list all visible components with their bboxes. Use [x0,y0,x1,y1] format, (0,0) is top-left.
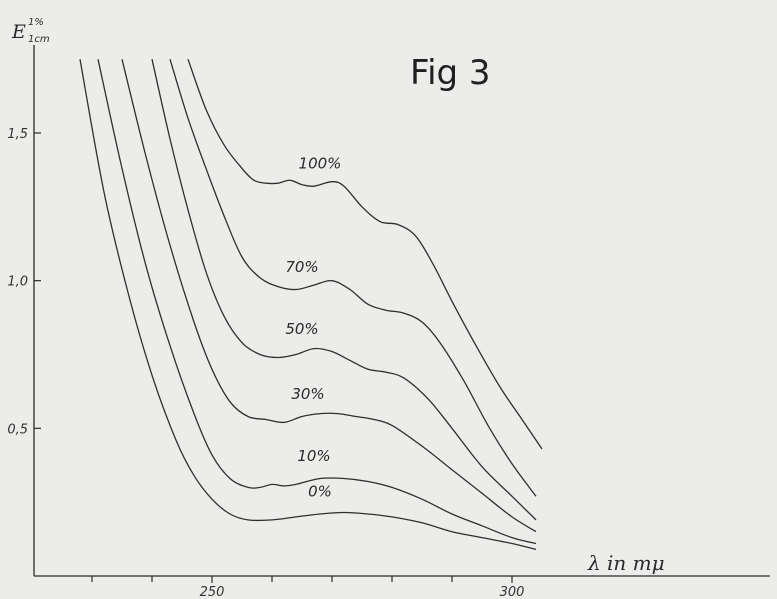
y-axis-label-sup: 1% [28,17,44,28]
series-label-100pct: 100% [299,154,342,172]
ticks: 250 300 0,5 1,0 1,5 [7,127,524,599]
series-labels: 0% 10% 30% 50% 70% 100% [285,154,341,500]
y-axis-label-main: E [11,21,26,43]
x-tick-label: 300 [500,585,525,599]
series-line-100pct [187,58,543,450]
series-label-50pct: 50% [285,320,318,338]
series-label-30pct: 30% [291,385,324,403]
series-line-10pct [97,59,537,545]
y-tick-label: 1,5 [7,127,28,142]
series-line-50pct [151,59,537,521]
chart-title: Fig 3 [410,53,491,93]
y-axis-label: E 1% 1cm [11,17,50,45]
y-tick-label: 1,0 [7,275,28,290]
y-axis-label-sub: 1cm [28,34,50,45]
y-tick-label: 0,5 [7,422,28,437]
series-line-70pct [169,59,537,497]
axes [33,45,770,577]
series-label-10pct: 10% [297,447,330,465]
x-tick-label: 250 [200,585,225,599]
series-label-70pct: 70% [285,258,318,276]
series-line-0pct [79,59,537,551]
curves [79,58,543,551]
series-line-30pct [121,59,537,533]
series-label-0pct: 0% [308,482,332,500]
x-axis-label: λ in mμ [587,551,665,575]
